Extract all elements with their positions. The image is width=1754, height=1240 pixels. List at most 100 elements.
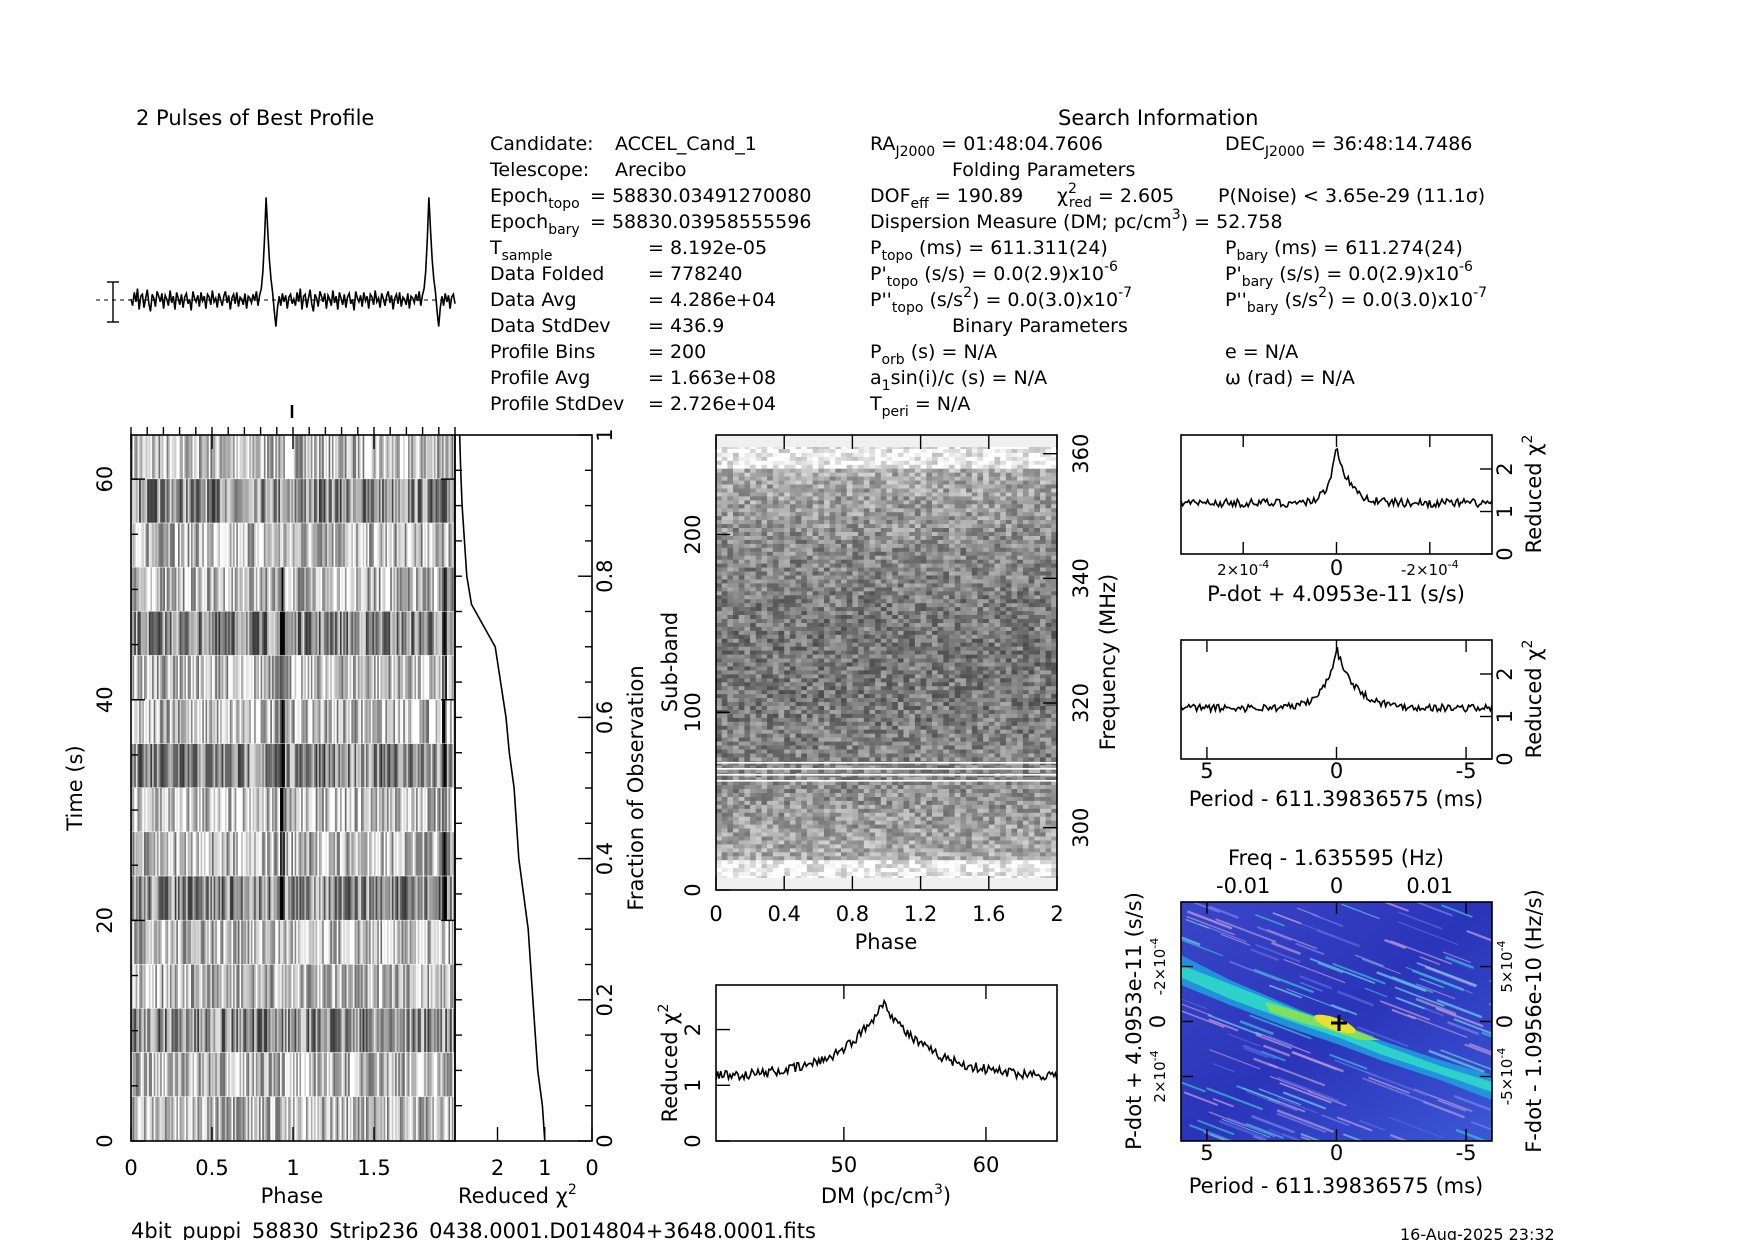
dm-xlabel-text: DM (pc/cm [821,1184,934,1208]
chi-label: χ [1057,185,1068,207]
dec-sub: J2000 [1264,144,1305,160]
ra-row: RAJ2000 = 01:48:04.7606 [870,133,1103,160]
ra-sub: J2000 [894,144,935,160]
info-row-9: Profile Avg [490,367,590,389]
ra-label: RA [870,133,895,155]
ct-xtick-label-1: 1 [538,1156,551,1180]
info-row-value-0: ACCEL_Cand_1 [615,133,757,155]
pddot-bary-row: P''bary (s/s2) = 0.0(3.0)x10-7 [1225,285,1487,316]
info-row-0: Candidate: [490,133,594,155]
pp-y2tick-label-2: -5×10-4 [1495,1048,1516,1106]
period-chi-ticks: 5 0 -5 0 1 2 [1200,640,1517,783]
info-block: Search Information Candidate: ACCEL_Cand_… [489,106,1487,420]
time-phase-panel: 0 0.5 1 1.5 0 20 40 60 Phase Time (s) [63,427,456,1208]
pr-xtick-label-1: 0 [1330,759,1343,783]
subband-frame [715,434,1058,891]
pr-xtick-label-2: -5 [1456,759,1477,783]
pp-y2tick-label-1: 0 [1493,1015,1517,1028]
pdot-chi-xlabel: P-dot + 4.0953e-11 (s/s) [1207,582,1465,606]
period-chi-ylabel-text: Reduced [1522,667,1546,758]
pddot-topo-row: P''topo (s/s2) = 0.0(3.0)x10-7 [870,285,1132,316]
subband-white-row-3 [716,780,1057,782]
tp-ytick-label-2: 40 [93,686,117,713]
footer-timestamp: 16-Aug-2025 23:32 [1400,1225,1555,1240]
ppdot-streaks [1181,902,1492,1141]
sb-xtick-label-4: 1.6 [972,902,1005,926]
pdot-chi-ticks: 2×10-4 0 -2×10-4 0 1 2 [1217,435,1517,580]
pr-xtick-label-0: 5 [1200,759,1213,783]
sb-ytick-label-0: 0 [681,883,705,896]
tp-xtick-label-0: 0 [124,1156,137,1180]
dm-ytick-label-1: 1 [681,1079,705,1092]
ppdot-ridge [1181,955,1492,1100]
pp-xtick-label-0: 5 [1200,1141,1213,1165]
dm-xlabel-close: ) [943,1184,951,1208]
pr-ytick-label-0: 0 [1493,752,1517,765]
info-row-value-9: = 1.663e+08 [648,367,776,389]
pdot-chi-panel: 2×10-4 0 -2×10-4 0 1 2 P-dot + 4.0953e-11 (s/… [1180,434,1546,606]
profile-panel: 2 Pulses of Best Profile [96,106,456,418]
chi-time-curve [458,434,546,1142]
ppdot-best-marker [1331,1015,1347,1031]
pbary-row: Pbary (ms) = 611.274(24) [1225,237,1463,264]
pp-ytick-label-0: -2×10-4 [1148,938,1169,996]
pr-ytick-label-1: 1 [1493,710,1517,723]
subband-white-row-1 [716,768,1057,770]
ppdot-y2label: F-dot - 1.0956e-10 (Hz/s) [1522,889,1546,1153]
period-chi-panel: 5 0 -5 0 1 2 Period - 611.39836575 (ms) Reduc… [1180,639,1546,811]
info-row-value-8: = 200 [648,341,706,363]
dm-panel: 50 60 0 1 2 DM (pc/cm3) Reduced χ2 [656,984,1058,1208]
info-title: Search Information [1058,106,1258,130]
sb-y2tick-label-0: 300 [1069,808,1093,848]
info-row-value-6: = 4.286e+04 [648,289,776,311]
porb-row: Porb (s) = N/A [870,341,997,368]
pr-ytick-label-2: 2 [1493,667,1517,680]
info-column-left: Candidate: ACCEL_Cand_1 Telescope: Arecibo E… [489,133,811,415]
dm-ticks: 50 60 0 1 2 [681,985,999,1177]
pp-y2tick-label-0: 5×10-4 [1495,940,1516,992]
sb-y2tick-label-2: 340 [1069,558,1093,598]
pd-xtick-label-1: 0 [1330,556,1343,580]
dm-ylabel-sup: 2 [656,1004,672,1013]
pdot-bary-row: P'bary (s/s) = 0.0(2.9)x10-6 [1225,259,1473,290]
pdot-chi-curve [1180,447,1493,510]
dm-frame [715,984,1058,1142]
sb-xtick-label-0: 0 [709,902,722,926]
sb-xtick-label-5: 2 [1050,902,1063,926]
dm-ylabel-text: Reduced [658,1031,682,1122]
ppdot-xlabel: Period - 611.39836575 (ms) [1189,1174,1484,1198]
dm-xtick-label-0: 50 [831,1153,858,1177]
ppdot-ticks: 5 0 -5 -0.01 0 0.01 -2×10-4 5×10-4 0 0 2×10-4 -5×10… [1146,874,1517,1165]
pp-toptick-label-0: -0.01 [1216,874,1270,898]
profile-line [130,197,456,327]
subband-greyscale [716,435,1058,890]
dm-value: ) = 52.758 [1181,211,1283,233]
ppdot-top-label: Freq - 1.635595 (Hz) [1228,846,1444,870]
chi-value: = 2.605 [1098,185,1174,207]
info-row-value-2: = 58830.03491270080 [590,185,811,207]
tp-ytick-label-3: 60 [93,466,117,493]
profile-title: 2 Pulses of Best Profile [136,106,374,130]
tperi-row: Tperi = N/A [869,393,970,420]
pp-ytick-label-1: 0 [1146,1015,1170,1028]
chi-time-ylabel: Fraction of Observation [624,665,648,910]
chi-sup: 2 [1068,181,1077,197]
sb-ytick-label-1: 100 [681,692,705,732]
info-row-4: Tsample [489,237,553,264]
dm-xtick-label-1: 60 [973,1153,1000,1177]
info-row-3: Epochbary [490,211,580,238]
pp-ytick-label-2: 2×10-4 [1148,1050,1169,1102]
pnoise: P(Noise) < 3.65e-29 (11.1σ) [1218,185,1485,207]
chi-row: χ2 red = 2.605 [1057,181,1174,211]
chi-time-xlabel-sup: 2 [568,1182,577,1198]
ct-xtick-label-2: 0 [585,1156,598,1180]
time-phase-xlabel: Phase [261,1184,324,1208]
pd-xtick-label-0: 2×10-4 [1217,558,1269,579]
dec-label: DEC [1225,133,1265,155]
period-chi-ylabel-sup: 2 [1520,640,1536,649]
info-row-8: Profile Bins [490,341,595,363]
dm-ylabel: Reduced χ2 [656,1004,682,1123]
info-row-10: Profile StdDev [490,393,624,415]
subband-white-row-0 [716,762,1057,764]
chi-time-xlabel: Reduced χ2 [458,1182,577,1208]
